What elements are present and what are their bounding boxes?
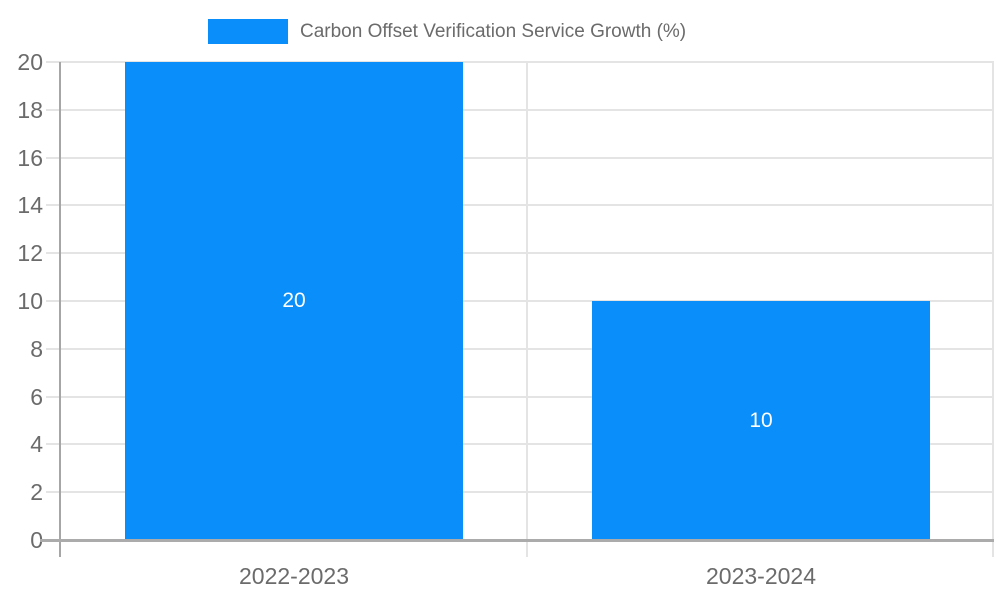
y-axis-label: 2	[30, 479, 43, 506]
y-axis-tick	[46, 395, 60, 398]
bar-value-label: 10	[749, 409, 773, 432]
bar-value-label: 20	[282, 289, 306, 312]
y-axis-label: 16	[17, 144, 43, 171]
legend-swatch	[208, 19, 288, 44]
bar[interactable]	[592, 301, 930, 540]
y-axis-label: 8	[30, 335, 43, 362]
x-axis-line	[40, 538, 994, 542]
category-divider	[526, 62, 528, 557]
y-axis-tick	[46, 204, 60, 207]
y-axis-line	[59, 62, 61, 557]
y-axis-tick	[46, 347, 60, 350]
y-axis-tick	[46, 252, 60, 255]
y-axis-label: 6	[30, 383, 43, 410]
y-axis-label: 20	[17, 49, 43, 75]
y-axis-label: 10	[17, 288, 43, 314]
y-axis-tick	[46, 108, 60, 111]
y-axis-label: 18	[17, 96, 43, 123]
category-divider	[992, 62, 994, 557]
y-axis-tick	[46, 300, 60, 302]
y-axis-label: 0	[30, 527, 43, 553]
chart-legend: Carbon Offset Verification Service Growt…	[0, 0, 1000, 56]
x-axis-label: 2023-2024	[706, 563, 816, 589]
y-axis-tick	[46, 443, 60, 446]
y-axis-label: 14	[17, 192, 43, 219]
legend-label: Carbon Offset Verification Service Growt…	[300, 21, 687, 42]
y-axis-tick	[46, 61, 60, 63]
y-axis-tick	[46, 156, 60, 159]
y-axis-label: 4	[30, 431, 43, 458]
bar[interactable]	[125, 62, 463, 540]
y-axis-tick	[46, 491, 60, 494]
y-axis-label: 12	[17, 240, 43, 267]
x-axis-label: 2022-2023	[239, 563, 349, 589]
